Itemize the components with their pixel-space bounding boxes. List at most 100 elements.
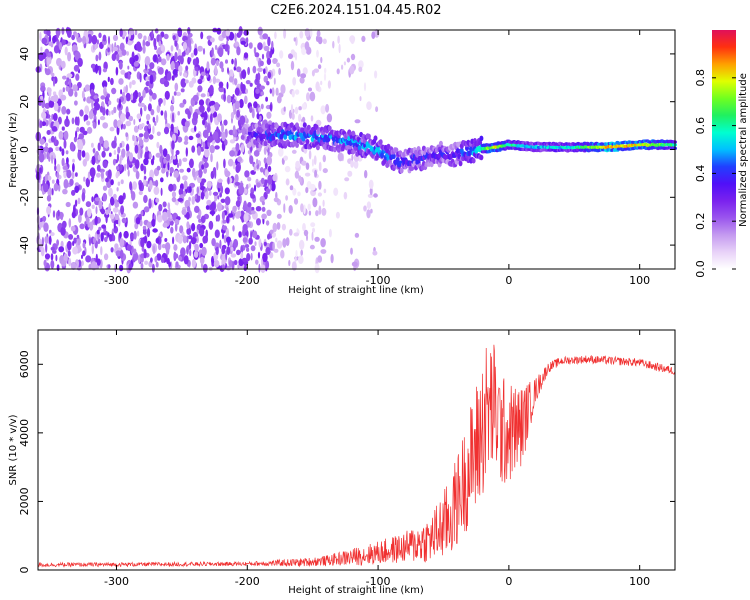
noise-speck	[68, 258, 72, 267]
noise-speck	[61, 260, 67, 267]
noise-speck	[152, 245, 156, 255]
noise-speck	[317, 64, 322, 70]
noise-speck	[247, 66, 251, 76]
noise-speck	[364, 170, 368, 179]
noise-speck	[79, 207, 84, 216]
noise-speck	[226, 236, 231, 243]
noise-speck	[142, 225, 147, 230]
noise-speck	[119, 28, 123, 37]
noise-speck	[236, 66, 242, 73]
noise-speck	[200, 31, 204, 40]
x-tick-label: 100	[629, 274, 650, 287]
ridge-mark	[391, 153, 396, 160]
noise-speck	[291, 149, 297, 154]
noise-speck	[171, 148, 174, 157]
noise-speck	[162, 211, 168, 222]
noise-speck	[285, 195, 288, 201]
noise-speck	[91, 204, 95, 209]
noise-speck	[119, 142, 123, 148]
noise-speck	[300, 73, 307, 79]
noise-speck	[194, 243, 199, 253]
noise-speck	[53, 45, 60, 54]
noise-speck	[38, 238, 42, 246]
noise-speck	[190, 52, 195, 58]
noise-speck	[62, 188, 68, 195]
noise-speck	[241, 214, 245, 223]
noise-speck	[182, 235, 187, 244]
noise-speck	[61, 126, 65, 131]
noise-speck	[255, 73, 259, 83]
noise-speck	[361, 35, 366, 43]
noise-speck	[85, 255, 92, 263]
noise-speck	[61, 148, 65, 157]
noise-speck	[118, 60, 123, 70]
noise-speck	[233, 238, 239, 248]
noise-speck	[299, 77, 305, 84]
noise-speck	[238, 231, 242, 238]
noise-speck	[258, 115, 262, 121]
noise-speck	[332, 40, 335, 49]
noise-speck	[363, 82, 367, 92]
noise-speck	[98, 65, 102, 76]
noise-speck	[151, 30, 154, 38]
colorbar-tick-label: 0.6	[694, 117, 707, 135]
noise-speck	[163, 164, 166, 169]
noise-speck	[50, 253, 54, 261]
noise-speck	[266, 81, 270, 86]
noise-speck	[60, 226, 66, 236]
noise-speck	[151, 218, 156, 227]
noise-speck	[156, 165, 161, 171]
ridge-mark	[295, 142, 299, 148]
noise-speck	[203, 111, 208, 121]
noise-speck	[67, 250, 71, 257]
noise-speck	[140, 163, 144, 172]
noise-speck	[73, 204, 76, 214]
noise-speck	[179, 225, 184, 234]
noise-speck	[187, 110, 191, 120]
noise-speck	[97, 119, 100, 126]
noise-speck	[143, 131, 150, 140]
noise-speck	[138, 133, 144, 138]
noise-speck	[139, 72, 142, 83]
noise-speck	[137, 151, 141, 160]
noise-speck	[54, 164, 57, 172]
noise-speck	[147, 35, 151, 43]
noise-speck	[227, 67, 229, 74]
noise-speck	[99, 168, 105, 173]
noise-speck	[171, 191, 177, 198]
noise-speck	[320, 238, 326, 248]
noise-speck	[102, 68, 107, 73]
noise-speck	[116, 153, 120, 162]
noise-speck	[119, 231, 122, 239]
noise-speck	[121, 49, 127, 56]
noise-speck	[174, 253, 179, 259]
noise-speck	[263, 241, 267, 246]
noise-speck	[244, 244, 250, 248]
noise-speck	[236, 249, 241, 256]
noise-speck	[280, 249, 285, 259]
noise-speck	[143, 248, 147, 259]
noise-speck	[206, 73, 209, 78]
noise-speck	[60, 60, 66, 69]
noise-speck	[292, 77, 297, 86]
noise-speck	[337, 35, 340, 44]
noise-speck	[266, 209, 272, 216]
noise-speck	[205, 229, 208, 239]
noise-speck	[244, 170, 250, 178]
colorbar-tick-label: 0.4	[694, 165, 707, 183]
noise-speck	[305, 162, 310, 170]
snr-y-axis-label: SNR (10 * v/v)	[8, 414, 19, 485]
noise-speck	[202, 48, 206, 55]
noise-speck	[174, 82, 179, 92]
noise-speck	[236, 46, 241, 56]
noise-speck	[107, 35, 111, 45]
noise-speck	[295, 250, 298, 258]
noise-speck	[367, 193, 374, 198]
noise-speck	[47, 147, 54, 154]
noise-speck	[267, 36, 271, 47]
noise-speck	[127, 65, 130, 70]
noise-speck	[97, 154, 101, 161]
noise-speck	[102, 160, 108, 169]
noise-speck	[233, 205, 237, 212]
noise-speck	[164, 242, 171, 252]
